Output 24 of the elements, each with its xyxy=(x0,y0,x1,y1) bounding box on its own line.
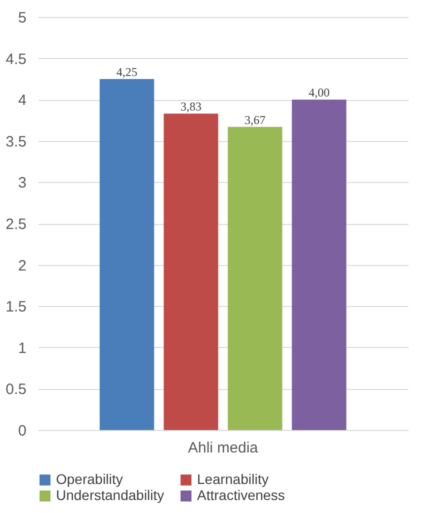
y-tick-label: 1.5 xyxy=(6,298,26,316)
bar xyxy=(292,100,346,430)
data-label: 3,67 xyxy=(244,112,266,127)
x-tick-label: Ahli media xyxy=(188,440,259,456)
y-tick-label: 5 xyxy=(18,10,26,26)
y-tick-label: 2.5 xyxy=(6,216,26,233)
data-label: 4,00 xyxy=(308,86,330,100)
bar xyxy=(164,114,218,430)
legend-label: Learnability xyxy=(197,471,269,487)
legend-label: Understandability xyxy=(56,487,164,503)
bar xyxy=(100,78,154,430)
y-tick-label: 1 xyxy=(18,340,26,357)
data-label: 3,83 xyxy=(180,100,202,114)
y-tick-label: 0 xyxy=(18,422,26,440)
legend-label: Operability xyxy=(56,471,123,487)
y-tick-label: 3 xyxy=(18,174,26,192)
y-tick-label: 0.5 xyxy=(6,381,26,398)
y-tick-label: 4 xyxy=(18,92,26,110)
y-tick-label: 2 xyxy=(18,257,26,274)
data-label: 4,25 xyxy=(116,64,138,79)
legend-label: Attractiveness xyxy=(197,487,285,503)
bar xyxy=(228,126,282,430)
y-tick-label: 4.5 xyxy=(6,50,26,68)
y-tick-label: 3.5 xyxy=(6,133,26,150)
